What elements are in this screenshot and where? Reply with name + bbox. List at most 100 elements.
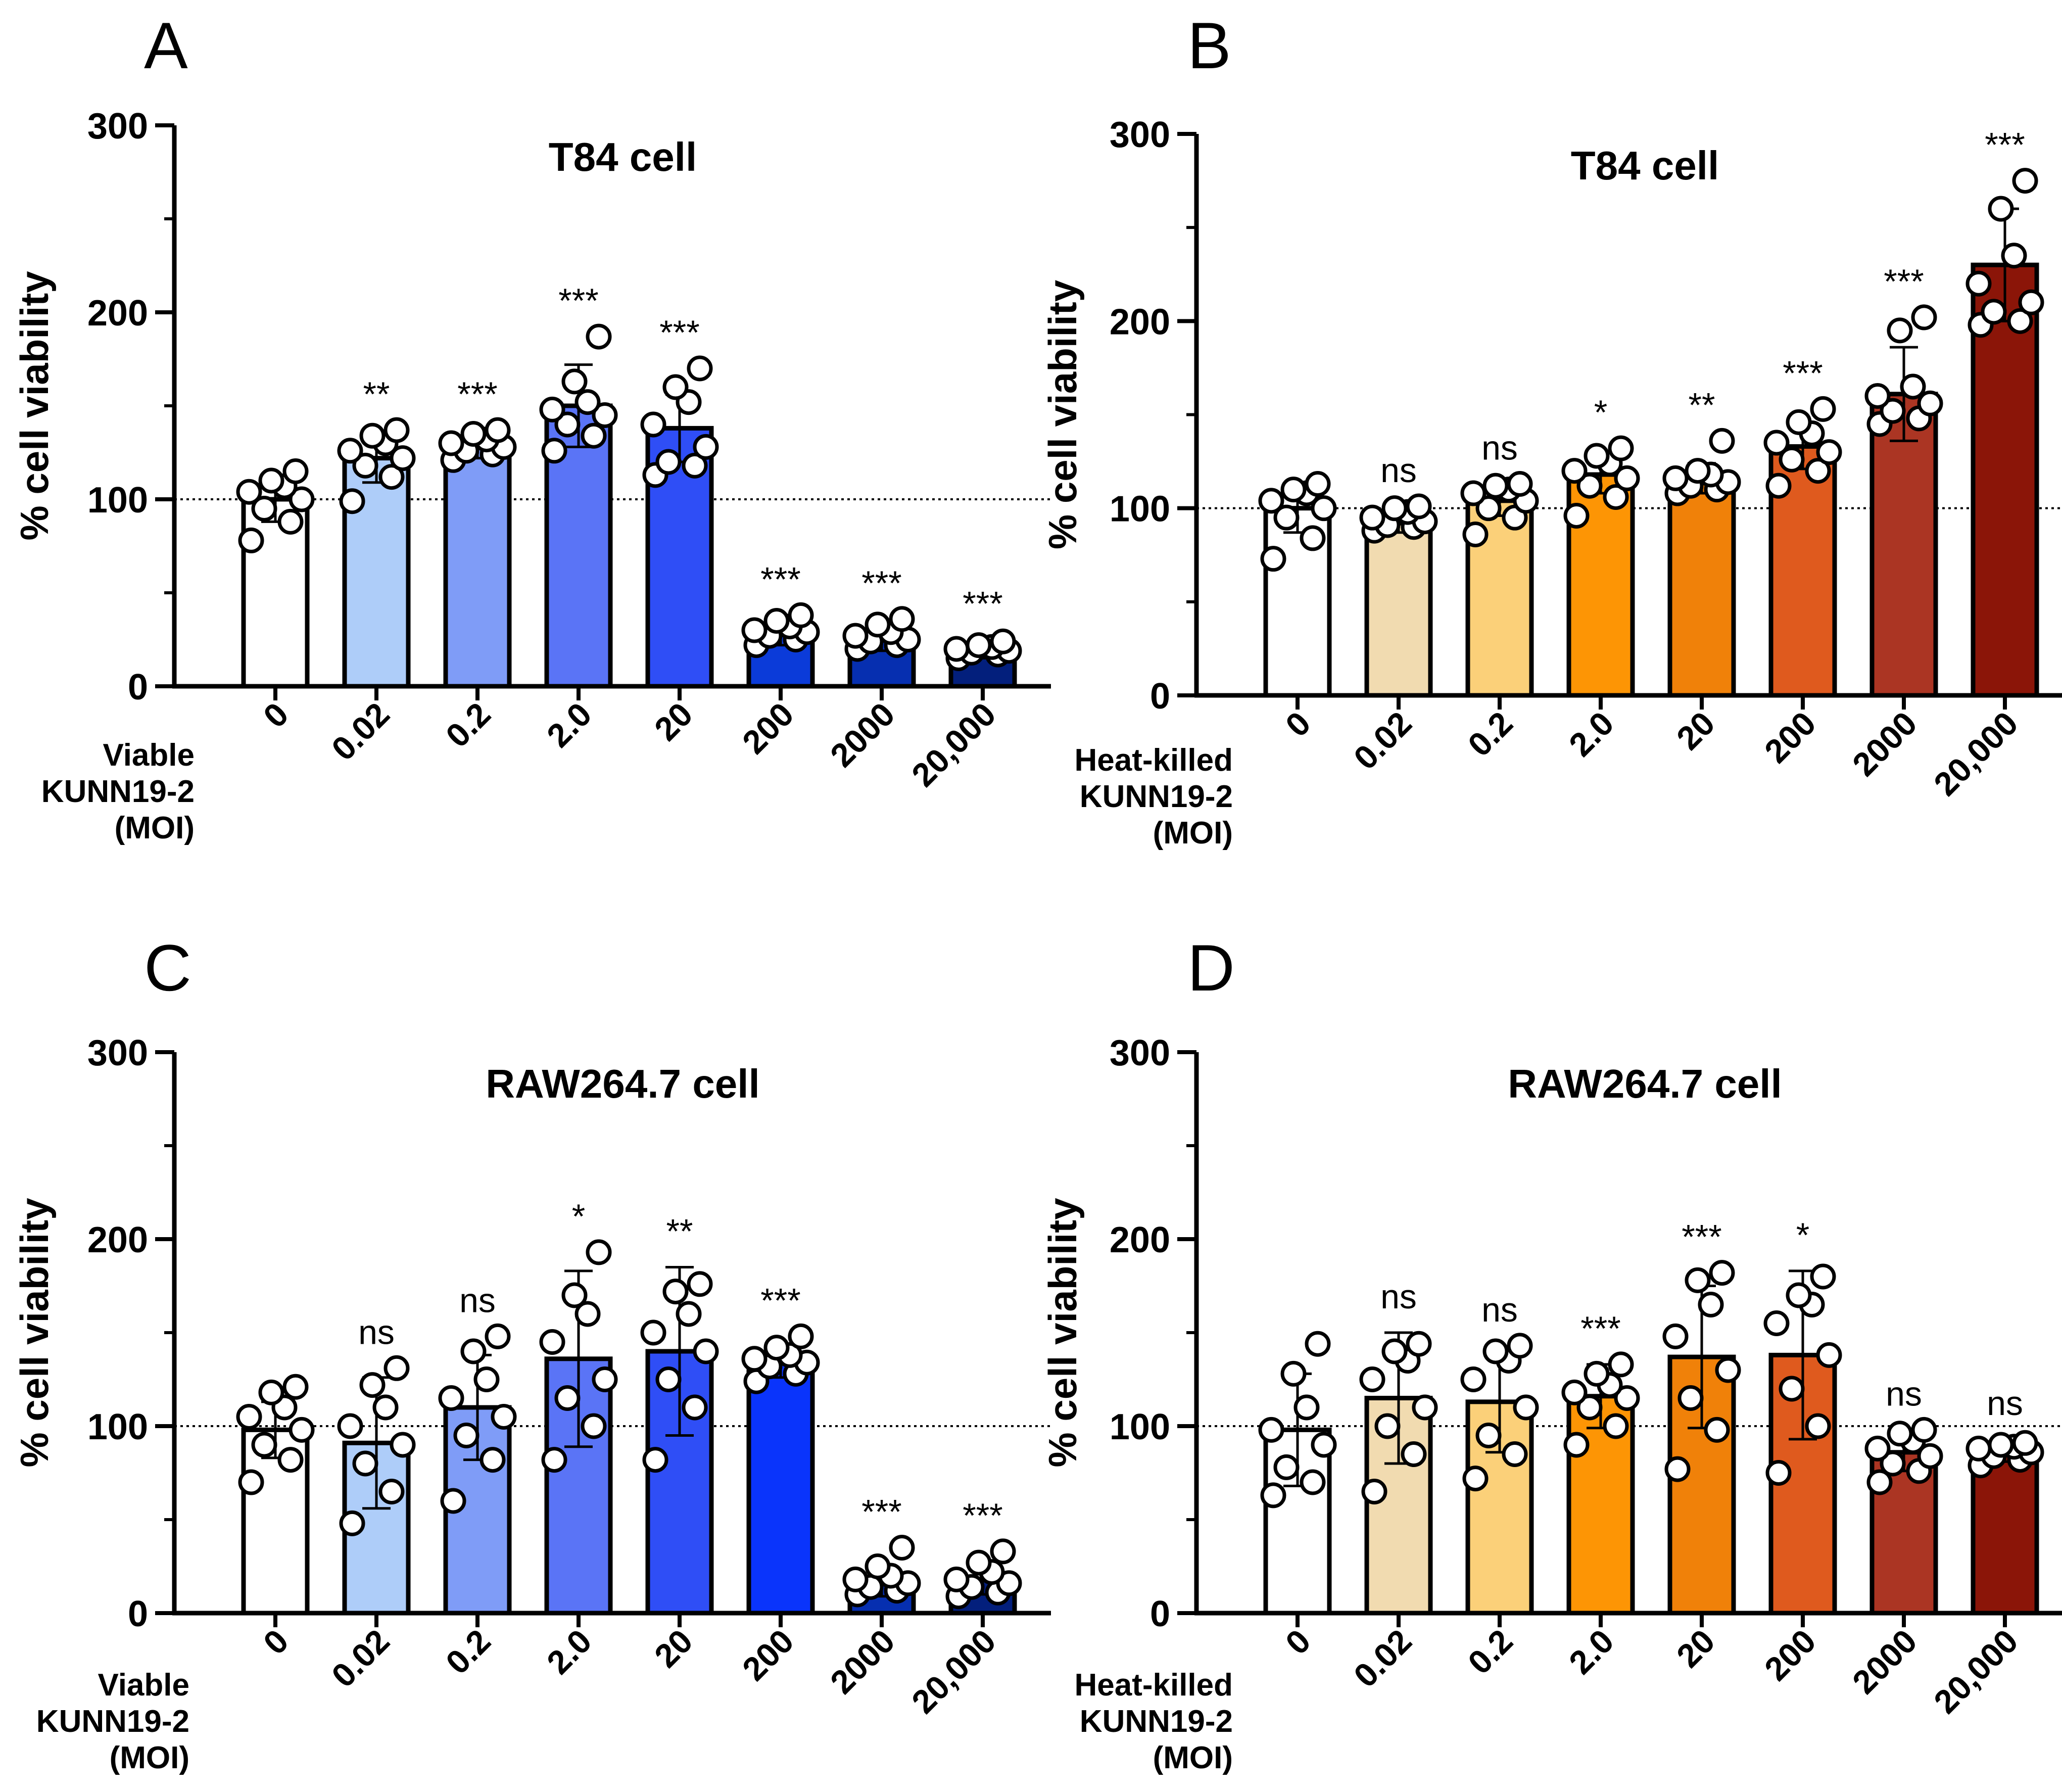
data-point xyxy=(693,1338,719,1364)
data-point xyxy=(1866,1469,1893,1495)
data-point xyxy=(337,438,363,464)
data-point xyxy=(640,411,666,438)
data-point xyxy=(1482,473,1509,499)
x-tick-label: 0 xyxy=(1278,704,1318,744)
x-tick-label: 20,000 xyxy=(1927,1622,2025,1721)
data-point xyxy=(1475,1423,1502,1448)
data-point xyxy=(788,602,814,628)
data-point xyxy=(1401,1441,1427,1467)
data-point xyxy=(541,438,567,464)
data-point xyxy=(1911,304,1937,331)
data-point xyxy=(1258,488,1284,514)
data-point xyxy=(1805,1413,1831,1439)
data-point xyxy=(1786,1282,1812,1308)
data-point xyxy=(592,402,618,428)
data-point xyxy=(1715,1357,1741,1383)
x-tick-label: 2000 xyxy=(823,1622,902,1701)
data-point xyxy=(842,1566,869,1592)
x-axis-description: Viable xyxy=(98,1668,189,1703)
x-axis-description: Heat-killed xyxy=(1074,743,1233,778)
x-tick-label: 20 xyxy=(1669,1622,1722,1675)
bar xyxy=(443,444,512,689)
data-point xyxy=(1561,458,1588,484)
data-point xyxy=(655,1366,682,1392)
significance-label: * xyxy=(1796,1216,1809,1254)
x-tick-label: 0.02 xyxy=(1347,1622,1419,1694)
data-point xyxy=(1561,1379,1588,1405)
significance-label: ** xyxy=(666,1212,693,1251)
x-tick-label: 20,000 xyxy=(904,1622,1003,1721)
y-tick-label: 300 xyxy=(1110,115,1170,155)
data-point xyxy=(1981,299,2007,325)
data-point xyxy=(561,1282,588,1308)
x-tick-label: 20,000 xyxy=(1927,704,2025,803)
data-point xyxy=(574,389,601,415)
significance-label: ns xyxy=(1481,429,1518,467)
y-tick-label: 200 xyxy=(87,1220,148,1260)
data-point xyxy=(1709,428,1735,454)
y-tick-label: 0 xyxy=(1150,676,1170,717)
data-point xyxy=(865,611,891,638)
data-point xyxy=(1293,1394,1320,1421)
significance-label: *** xyxy=(457,375,497,413)
data-point xyxy=(1685,1267,1711,1293)
data-point xyxy=(990,628,1016,654)
data-point xyxy=(1664,1456,1691,1482)
significance-label: *** xyxy=(861,564,901,602)
bar xyxy=(1667,476,1736,698)
data-point xyxy=(1258,1417,1284,1443)
data-point xyxy=(1381,495,1408,522)
x-axis-description: Heat-killed xyxy=(1074,1668,1233,1703)
significance-label: ns xyxy=(358,1313,395,1351)
data-point xyxy=(541,1447,567,1473)
data-point xyxy=(1887,317,1913,344)
data-point xyxy=(1563,502,1590,529)
data-point xyxy=(1786,409,1812,435)
data-point xyxy=(990,1538,1016,1565)
data-point xyxy=(1460,480,1486,506)
data-point xyxy=(1779,446,1805,473)
data-point xyxy=(460,1338,487,1364)
data-point xyxy=(1810,1263,1836,1290)
data-point xyxy=(682,1394,708,1421)
y-tick-label: 300 xyxy=(1110,1033,1170,1073)
data-point xyxy=(1280,1360,1307,1387)
data-point xyxy=(943,1566,970,1592)
x-tick-label: 0.2 xyxy=(1461,704,1520,764)
bar xyxy=(1465,498,1534,698)
x-axis-description: (MOI) xyxy=(1153,1740,1233,1775)
x-axis-description: (MOI) xyxy=(110,1740,189,1775)
x-tick-label: 0.02 xyxy=(1347,704,1419,777)
x-tick-label: 0.02 xyxy=(324,1622,397,1694)
data-point xyxy=(1614,465,1640,491)
data-point xyxy=(438,1385,464,1411)
data-point xyxy=(592,1366,618,1392)
data-point xyxy=(788,1323,814,1349)
panel-letter: C xyxy=(144,931,191,1005)
x-axis-description: (MOI) xyxy=(1153,816,1233,851)
data-point xyxy=(236,1404,262,1430)
x-axis-description: (MOI) xyxy=(115,811,195,845)
x-tick-label: 2000 xyxy=(1845,704,1924,783)
data-point xyxy=(440,1488,466,1514)
data-point xyxy=(554,1385,581,1411)
data-point xyxy=(277,508,304,535)
data-point xyxy=(1677,1385,1704,1411)
data-point xyxy=(561,368,588,395)
data-point xyxy=(2001,243,2027,269)
data-point xyxy=(258,1379,284,1405)
y-tick-label: 200 xyxy=(1110,302,1170,342)
x-tick-label: 2000 xyxy=(823,695,902,774)
data-point xyxy=(1361,1479,1387,1504)
data-point xyxy=(693,434,719,460)
x-tick-label: 20 xyxy=(647,1622,700,1675)
data-point xyxy=(865,1553,891,1579)
y-axis-label: % cell viability xyxy=(12,1198,57,1467)
data-point xyxy=(966,632,992,658)
data-point xyxy=(378,464,405,490)
data-point xyxy=(282,458,309,484)
x-tick-label: 0 xyxy=(1278,1622,1318,1662)
data-point xyxy=(1887,1421,1913,1447)
data-point xyxy=(1965,1435,1992,1461)
chart-title: RAW264.7 cell xyxy=(1508,1061,1782,1106)
